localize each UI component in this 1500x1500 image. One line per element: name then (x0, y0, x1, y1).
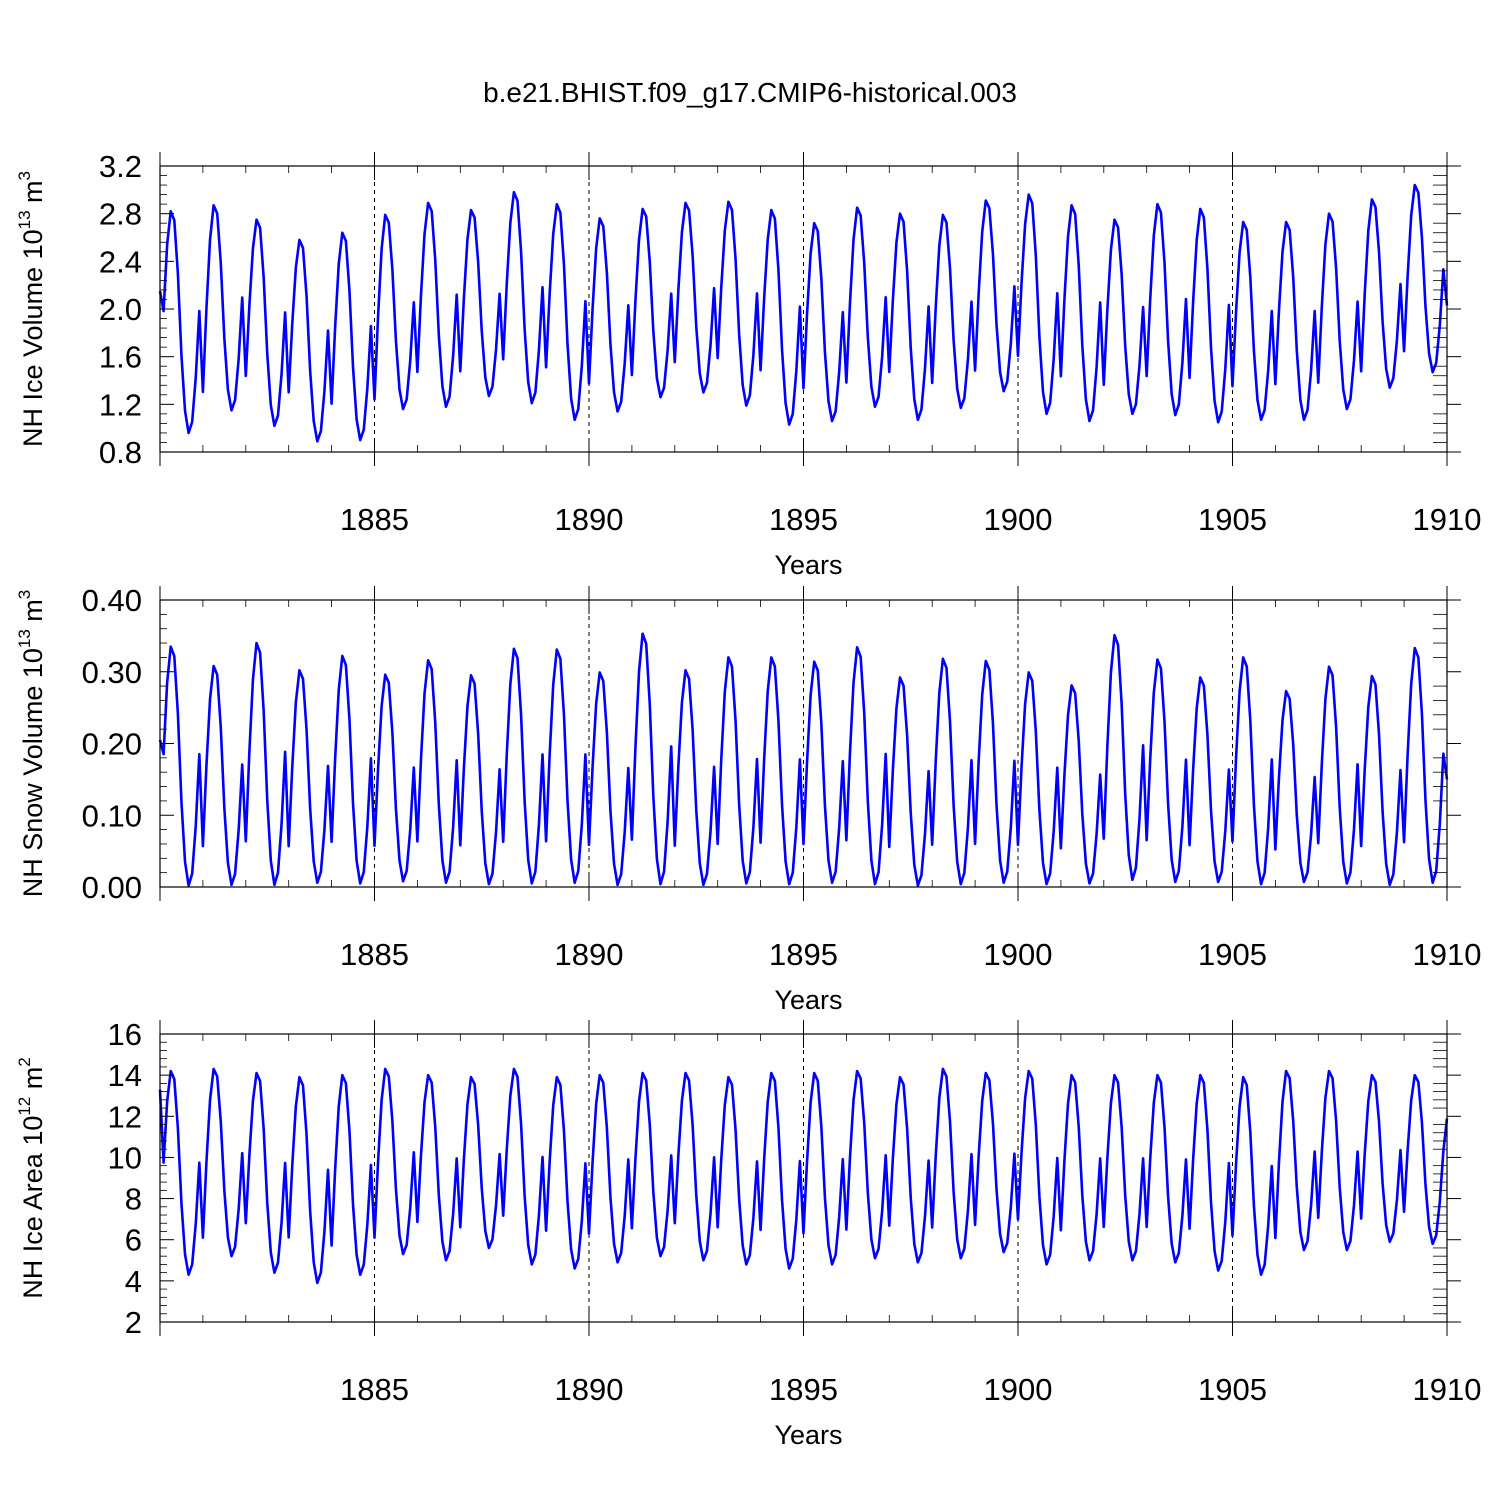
x-tick-label: 1885 (340, 1372, 409, 1407)
y-tick-label: 0.30 (82, 655, 142, 690)
x-tick-label: 1905 (1198, 937, 1267, 972)
series-line (158, 183, 1449, 443)
y-tick-label: 0.20 (82, 727, 142, 762)
y-tick-label: 0.10 (82, 798, 142, 833)
y-axis-label: NH Ice Area 1012 m2 (15, 1057, 48, 1298)
y-tick-label: 1.2 (99, 387, 142, 422)
x-tick-label: 1885 (340, 502, 409, 537)
y-axis-label: NH Snow Volume 1013 m3 (15, 590, 48, 898)
series-line (158, 1067, 1449, 1285)
x-tick-label: 1900 (984, 1372, 1053, 1407)
x-tick-label: 1910 (1413, 502, 1482, 537)
x-axis-label: Years (774, 550, 842, 580)
y-tick-label: 6 (125, 1223, 142, 1258)
x-tick-label: 1905 (1198, 502, 1267, 537)
y-tick-label: 2.8 (99, 197, 142, 232)
y-tick-label: 4 (125, 1264, 142, 1299)
y-tick-label: 0.00 (82, 870, 142, 905)
y-tick-label: 16 (108, 1017, 142, 1052)
y-tick-label: 2 (125, 1305, 142, 1340)
x-tick-label: 1895 (769, 502, 838, 537)
figure-title: b.e21.BHIST.f09_g17.CMIP6-historical.003 (483, 77, 1017, 108)
y-tick-label: 8 (125, 1182, 142, 1217)
x-tick-label: 1910 (1413, 937, 1482, 972)
ice-area-panel: 2 4 6 8 10 12 14 16 1885 1890 1895 1900 1905 1910 Year… (15, 1017, 1481, 1450)
x-tick-label: 1895 (769, 1372, 838, 1407)
y-tick-label: 0.40 (82, 583, 142, 618)
ice-volume-panel: 0.8 1.2 1.6 2.0 2.4 2.8 3.2 1885 1890 1895 1900 190… (15, 149, 1481, 580)
x-tick-label: 1895 (769, 937, 838, 972)
y-tick-label: 2.4 (99, 244, 142, 279)
x-tick-label: 1890 (555, 502, 624, 537)
series-line (158, 632, 1449, 887)
x-tick-label: 1900 (984, 502, 1053, 537)
snow-volume-panel: 0.00 0.10 0.20 0.30 0.40 1885 1890 1895 1900 1905… (15, 583, 1481, 1015)
x-tick-label: 1890 (555, 937, 624, 972)
x-axis-label: Years (774, 1420, 842, 1450)
y-tick-label: 12 (108, 1099, 142, 1134)
y-tick-label: 3.2 (99, 149, 142, 184)
y-tick-label: 14 (108, 1058, 142, 1093)
y-axis-label: NH Ice Volume 1013 m3 (15, 171, 48, 447)
x-axis-label: Years (774, 985, 842, 1015)
y-tick-label: 10 (108, 1140, 142, 1175)
x-tick-label: 1910 (1413, 1372, 1482, 1407)
x-tick-label: 1900 (984, 937, 1053, 972)
x-tick-label: 1890 (555, 1372, 624, 1407)
x-tick-label: 1905 (1198, 1372, 1267, 1407)
y-tick-label: 2.0 (99, 292, 142, 327)
y-tick-label: 1.6 (99, 340, 142, 375)
x-tick-label: 1885 (340, 937, 409, 972)
y-tick-label: 0.8 (99, 435, 142, 470)
